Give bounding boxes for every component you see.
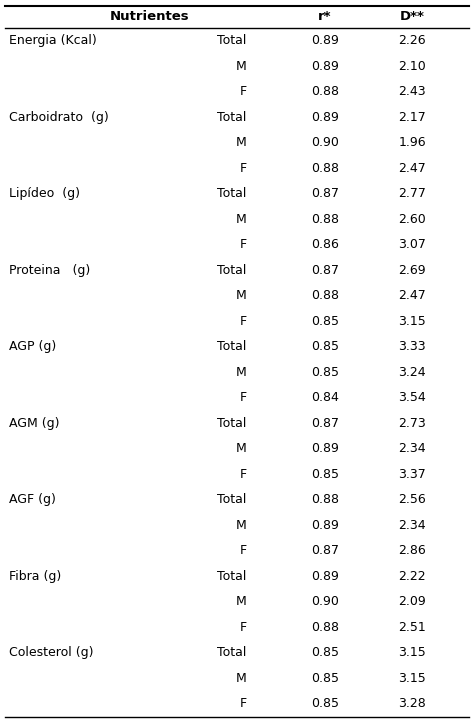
Text: M: M: [236, 136, 246, 149]
Text: 2.73: 2.73: [399, 417, 426, 430]
Text: AGF (g): AGF (g): [9, 493, 56, 506]
Text: F: F: [239, 697, 246, 710]
Text: 0.87: 0.87: [310, 264, 339, 277]
Text: M: M: [236, 518, 246, 531]
Text: Carboidrato  (g): Carboidrato (g): [9, 110, 109, 123]
Text: 3.15: 3.15: [399, 646, 426, 659]
Text: 3.24: 3.24: [399, 366, 426, 379]
Text: 2.86: 2.86: [399, 544, 426, 557]
Text: M: M: [236, 60, 246, 73]
Text: 2.69: 2.69: [399, 264, 426, 277]
Text: 2.43: 2.43: [399, 85, 426, 98]
Text: 0.88: 0.88: [310, 290, 339, 303]
Text: 2.09: 2.09: [399, 595, 426, 608]
Text: F: F: [239, 544, 246, 557]
Text: 0.89: 0.89: [311, 570, 338, 583]
Text: 0.87: 0.87: [310, 544, 339, 557]
Text: 0.85: 0.85: [310, 671, 339, 684]
Text: 2.34: 2.34: [399, 518, 426, 531]
Text: 0.88: 0.88: [310, 493, 339, 506]
Text: 0.90: 0.90: [311, 595, 338, 608]
Text: M: M: [236, 443, 246, 456]
Text: 2.60: 2.60: [399, 213, 426, 226]
Text: 0.89: 0.89: [311, 518, 338, 531]
Text: F: F: [239, 468, 246, 481]
Text: 0.85: 0.85: [310, 646, 339, 659]
Text: 0.88: 0.88: [310, 85, 339, 98]
Text: F: F: [239, 621, 246, 634]
Text: 3.15: 3.15: [399, 671, 426, 684]
Text: 2.47: 2.47: [399, 290, 426, 303]
Text: AGP (g): AGP (g): [9, 340, 57, 353]
Text: Total: Total: [217, 493, 246, 506]
Text: F: F: [239, 391, 246, 404]
Text: 2.34: 2.34: [399, 443, 426, 456]
Text: 0.85: 0.85: [310, 315, 339, 328]
Text: M: M: [236, 671, 246, 684]
Text: 0.88: 0.88: [310, 162, 339, 175]
Text: 2.26: 2.26: [399, 34, 426, 47]
Text: Total: Total: [217, 34, 246, 47]
Text: 3.54: 3.54: [399, 391, 426, 404]
Text: Total: Total: [217, 264, 246, 277]
Text: D**: D**: [400, 11, 425, 24]
Text: 0.89: 0.89: [311, 443, 338, 456]
Text: 0.89: 0.89: [311, 60, 338, 73]
Text: F: F: [239, 315, 246, 328]
Text: r*: r*: [318, 11, 331, 24]
Text: 3.15: 3.15: [399, 315, 426, 328]
Text: F: F: [239, 85, 246, 98]
Text: 0.89: 0.89: [311, 34, 338, 47]
Text: 2.17: 2.17: [399, 110, 426, 123]
Text: Proteina   (g): Proteina (g): [9, 264, 91, 277]
Text: Lipídeo  (g): Lipídeo (g): [9, 187, 81, 200]
Text: Total: Total: [217, 340, 246, 353]
Text: 3.37: 3.37: [399, 468, 426, 481]
Text: Total: Total: [217, 646, 246, 659]
Text: Colesterol (g): Colesterol (g): [9, 646, 94, 659]
Text: 0.89: 0.89: [311, 110, 338, 123]
Text: Energia (Kcal): Energia (Kcal): [9, 34, 97, 47]
Text: 0.90: 0.90: [311, 136, 338, 149]
Text: 0.88: 0.88: [310, 621, 339, 634]
Text: 1.96: 1.96: [399, 136, 426, 149]
Text: 0.86: 0.86: [311, 238, 338, 251]
Text: M: M: [236, 290, 246, 303]
Text: Fibra (g): Fibra (g): [9, 570, 62, 583]
Text: F: F: [239, 162, 246, 175]
Text: 3.33: 3.33: [399, 340, 426, 353]
Text: 0.87: 0.87: [310, 187, 339, 200]
Text: 2.22: 2.22: [399, 570, 426, 583]
Text: 2.51: 2.51: [399, 621, 426, 634]
Text: 0.88: 0.88: [310, 213, 339, 226]
Text: 2.77: 2.77: [399, 187, 426, 200]
Text: 0.87: 0.87: [310, 417, 339, 430]
Text: 2.10: 2.10: [399, 60, 426, 73]
Text: M: M: [236, 366, 246, 379]
Text: 3.28: 3.28: [399, 697, 426, 710]
Text: AGM (g): AGM (g): [9, 417, 60, 430]
Text: 0.85: 0.85: [310, 468, 339, 481]
Text: Total: Total: [217, 187, 246, 200]
Text: Total: Total: [217, 570, 246, 583]
Text: 0.85: 0.85: [310, 340, 339, 353]
Text: 2.56: 2.56: [399, 493, 426, 506]
Text: 0.85: 0.85: [310, 366, 339, 379]
Text: M: M: [236, 213, 246, 226]
Text: Total: Total: [217, 417, 246, 430]
Text: 2.47: 2.47: [399, 162, 426, 175]
Text: M: M: [236, 595, 246, 608]
Text: Nutrientes: Nutrientes: [109, 11, 189, 24]
Text: 3.07: 3.07: [399, 238, 426, 251]
Text: 0.85: 0.85: [310, 697, 339, 710]
Text: 0.84: 0.84: [311, 391, 338, 404]
Text: F: F: [239, 238, 246, 251]
Text: Total: Total: [217, 110, 246, 123]
